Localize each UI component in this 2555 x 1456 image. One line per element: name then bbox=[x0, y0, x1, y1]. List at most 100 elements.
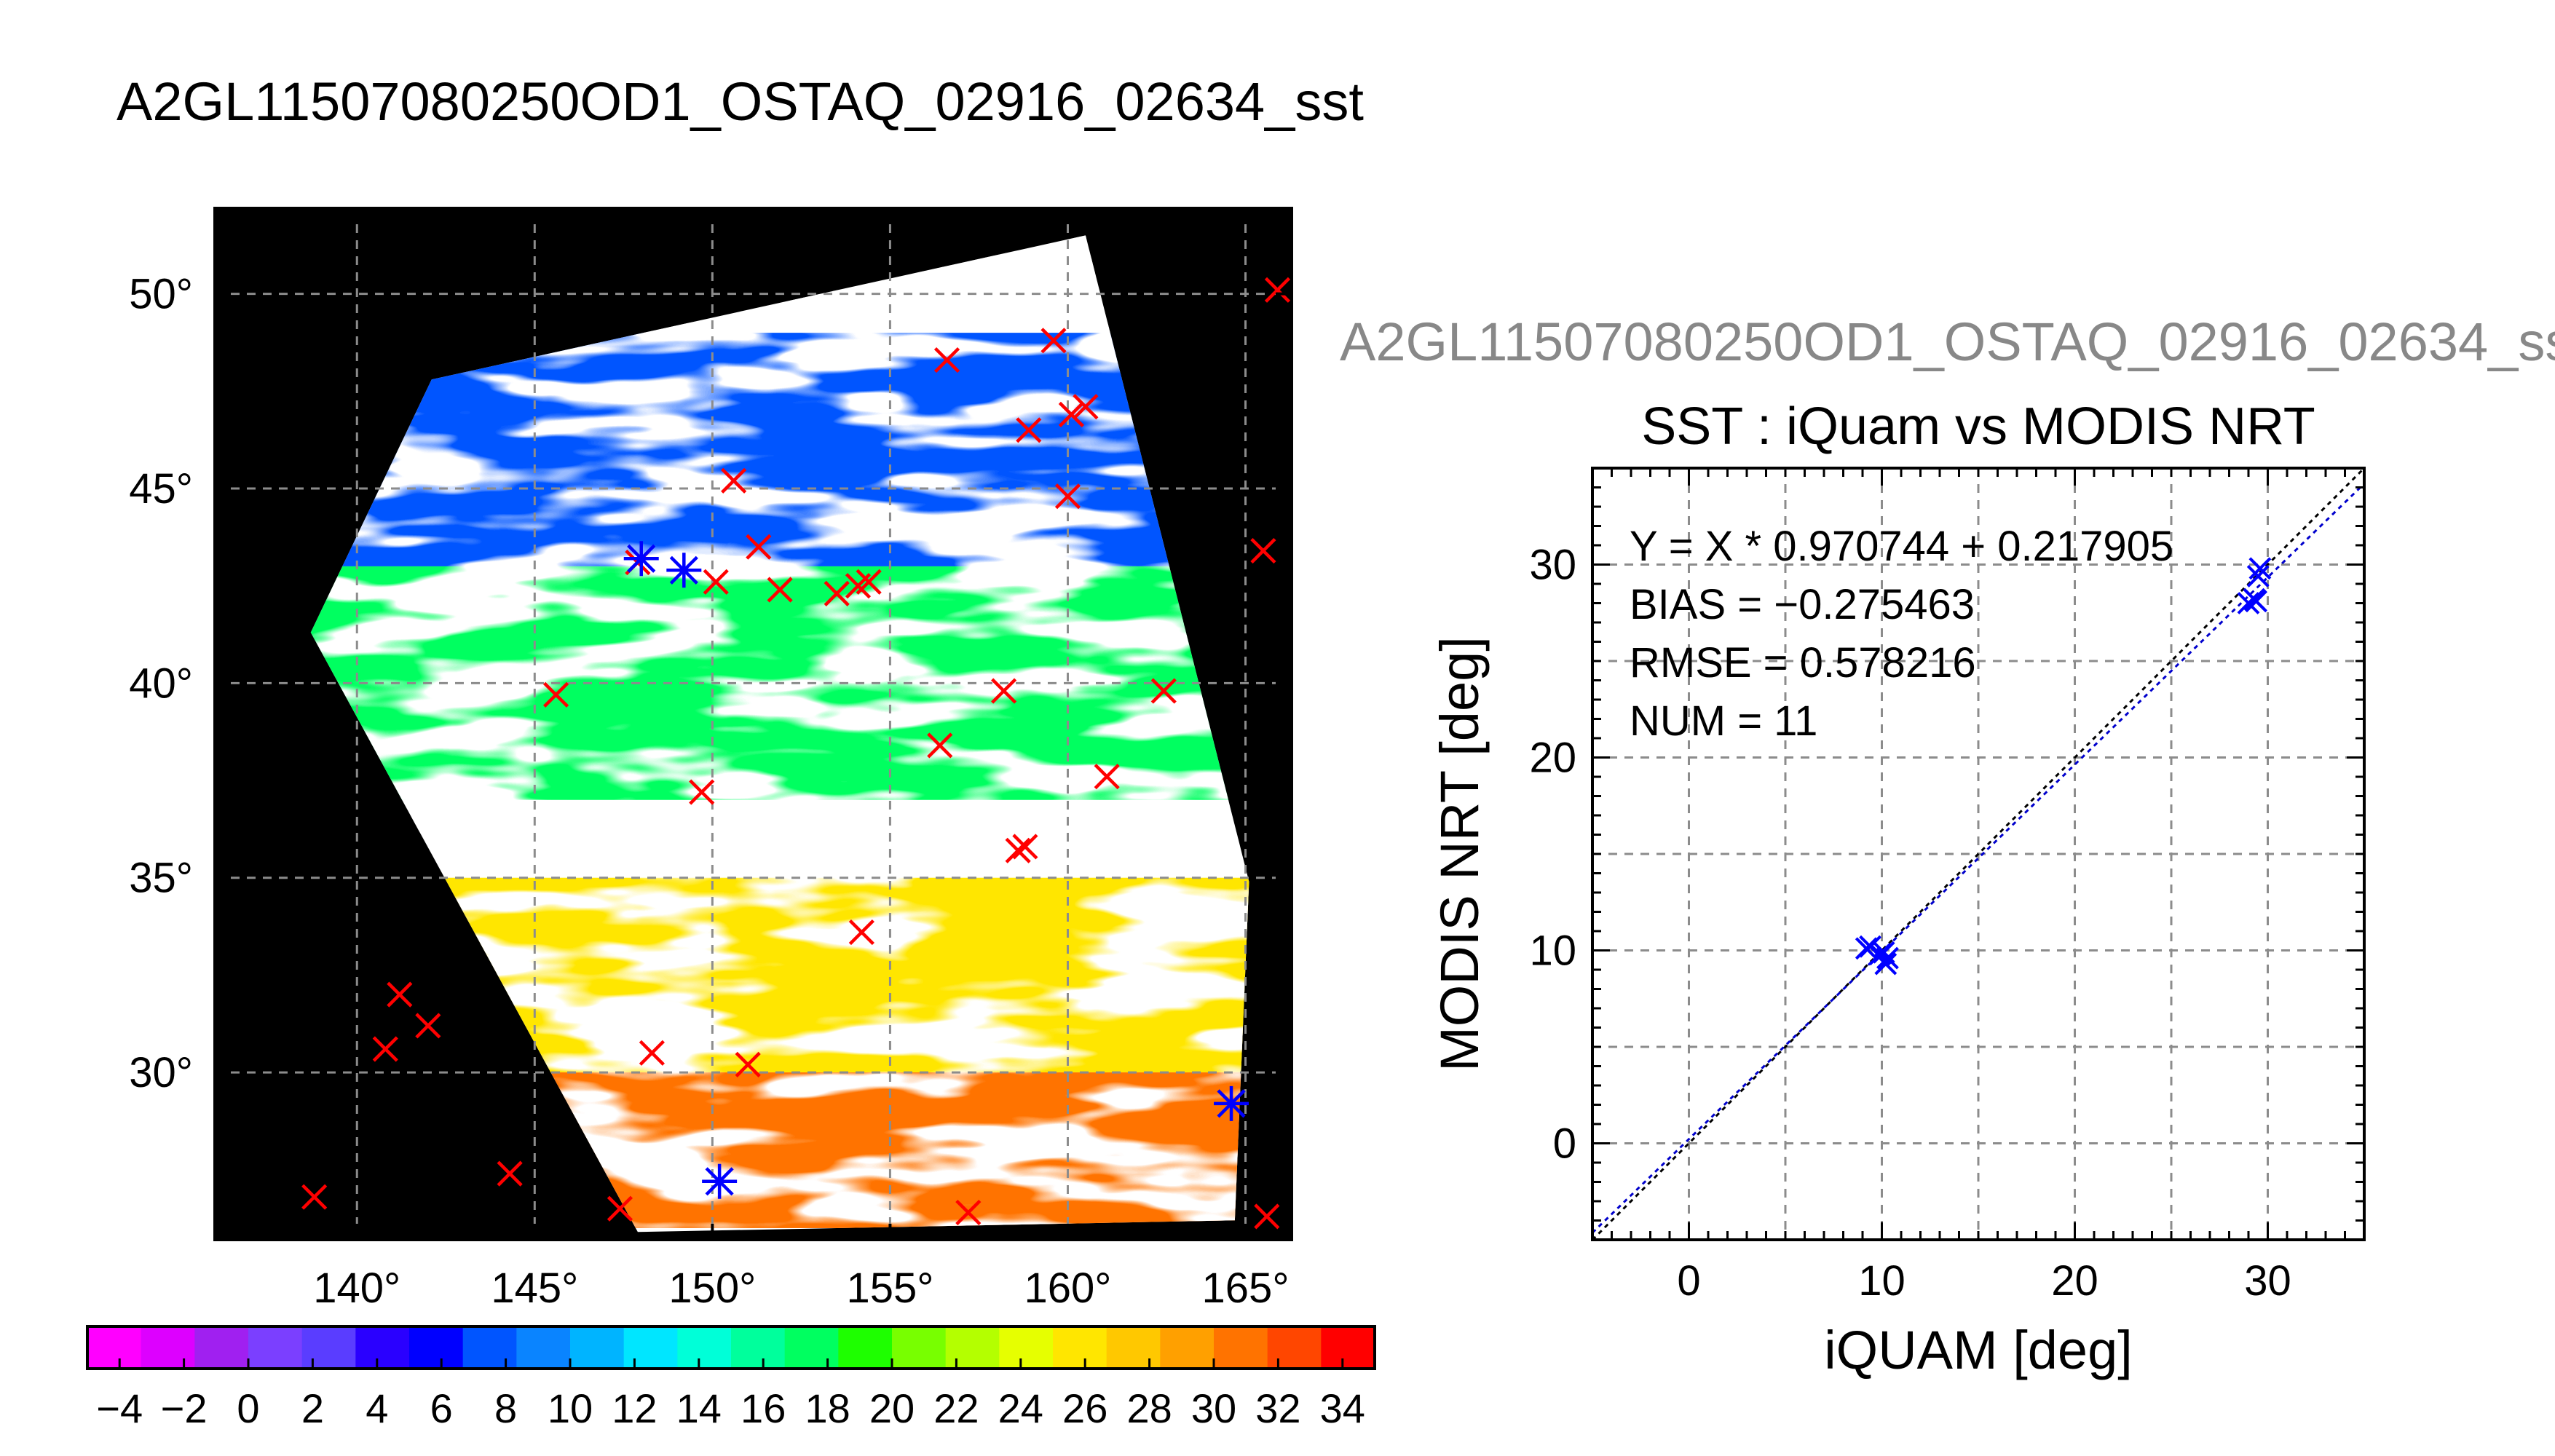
marker-stroke bbox=[2248, 557, 2272, 580]
blue-star-marker bbox=[1214, 1085, 1249, 1121]
red-x-marker bbox=[415, 1013, 441, 1039]
colorbar-tick-label: 32 bbox=[1255, 1385, 1300, 1431]
marker-stroke bbox=[746, 534, 772, 560]
marker-stroke bbox=[991, 678, 1017, 704]
colorbar-cell bbox=[1160, 1326, 1215, 1369]
colorbar: −4 −2 0 2 4 6 8 10 12 14 16 18 20 22 24 26 28 30 32 34 bbox=[86, 1325, 1376, 1431]
red-x-marker bbox=[1073, 394, 1099, 420]
scatter-point bbox=[1872, 941, 1895, 964]
colorbar-tick-label: 6 bbox=[430, 1385, 453, 1431]
red-x-marker bbox=[1054, 483, 1081, 510]
colorbar-cell bbox=[301, 1326, 356, 1369]
marker-stroke bbox=[415, 1013, 441, 1039]
scatter-points bbox=[1855, 557, 2272, 976]
main-title: A2GL11507080250OD1_OSTAQ_02916_02634_sst bbox=[117, 71, 1364, 132]
scatter-point bbox=[2248, 557, 2272, 580]
scatter-point bbox=[2246, 564, 2270, 587]
scatter-annotations: Y = X * 0.970744 + 0.217905 BIAS = −0.27… bbox=[1630, 523, 2173, 745]
annotation-regression: Y = X * 0.970744 + 0.217905 bbox=[1630, 523, 2173, 570]
colorbar-tick-label: 4 bbox=[366, 1385, 388, 1431]
map-x-tick-label: 155° bbox=[846, 1265, 933, 1312]
colorbar-tick-label: 28 bbox=[1126, 1385, 1172, 1431]
marker-stroke bbox=[1150, 678, 1177, 704]
marker-stroke bbox=[497, 1160, 523, 1187]
colorbar-cell bbox=[945, 1326, 1000, 1369]
red-x-marker bbox=[991, 678, 1017, 704]
marker-stroke bbox=[387, 981, 413, 1008]
marker-stroke bbox=[1264, 277, 1291, 303]
scatter-minor-ticks bbox=[1591, 467, 2366, 1241]
colorbar-cell bbox=[784, 1326, 839, 1369]
colorbar-cell bbox=[1267, 1326, 1322, 1369]
scatter-point bbox=[2245, 590, 2268, 613]
annotation-num: NUM = 11 bbox=[1630, 697, 1817, 745]
marker-stroke bbox=[848, 919, 874, 946]
colorbar-cell bbox=[1214, 1326, 1268, 1369]
map-frame bbox=[213, 207, 1293, 1241]
red-x-marker bbox=[767, 577, 793, 603]
marker-stroke bbox=[372, 1036, 398, 1062]
map-y-tick-label: 50° bbox=[129, 271, 193, 318]
colorbar-cell bbox=[838, 1326, 893, 1369]
scatter-plot: SST : iQuam vs MODIS NRT 0 10 20 30 0 10 20 30… bbox=[1429, 397, 2366, 1380]
colorbar-tick-label: 0 bbox=[237, 1385, 259, 1431]
scatter-y-axis-label: MODIS NRT [deg] bbox=[1429, 636, 1490, 1072]
scatter-x-tick-label: 30 bbox=[2244, 1257, 2291, 1305]
annotation-bias: BIAS = −0.275463 bbox=[1630, 581, 1975, 628]
scatter-y-tick-labels: 0 10 20 30 bbox=[1529, 542, 1576, 1168]
red-x-marker bbox=[927, 732, 953, 759]
annotation-rmse: RMSE = 0.578216 bbox=[1630, 639, 1976, 687]
red-x-marker bbox=[1264, 277, 1291, 303]
red-x-marker bbox=[703, 569, 729, 595]
map-y-tick-label: 35° bbox=[129, 855, 193, 902]
scatter-x-tick-label: 10 bbox=[1858, 1257, 1906, 1305]
scatter-title: SST : iQuam vs MODIS NRT bbox=[1641, 397, 2315, 456]
red-x-marker bbox=[497, 1160, 523, 1187]
colorbar-frame bbox=[86, 1325, 1376, 1370]
red-x-marker bbox=[721, 467, 747, 494]
marker-stroke bbox=[1874, 952, 1898, 976]
marker-stroke bbox=[1016, 417, 1042, 443]
marker-stroke bbox=[767, 577, 793, 603]
marker-stroke bbox=[1012, 834, 1038, 860]
marker-stroke bbox=[955, 1199, 982, 1226]
colorbar-cell bbox=[194, 1326, 249, 1369]
blue-star-marker bbox=[702, 1163, 738, 1199]
colorbar-cell bbox=[141, 1326, 195, 1369]
red-x-marker bbox=[1016, 417, 1042, 443]
marker-stroke bbox=[721, 467, 747, 494]
colorbar-tick-label: 12 bbox=[612, 1385, 657, 1431]
scatter-y-tick-label: 30 bbox=[1529, 542, 1576, 589]
marker-stroke bbox=[927, 732, 953, 759]
colorbar-cell bbox=[355, 1326, 410, 1369]
red-x-marker bbox=[1254, 1203, 1280, 1230]
scatter-y-tick-label: 10 bbox=[1529, 927, 1576, 975]
marker-stroke bbox=[1054, 483, 1081, 510]
marker-stroke bbox=[824, 580, 850, 606]
map-x-tick-label: 160° bbox=[1024, 1265, 1112, 1312]
map-y-tick-label: 40° bbox=[129, 660, 193, 707]
marker-stroke bbox=[856, 569, 882, 595]
red-x-marker bbox=[1250, 537, 1276, 564]
colorbar-cell bbox=[87, 1326, 142, 1369]
colorbar-cell bbox=[623, 1326, 678, 1369]
colorbar-tick-label: 14 bbox=[676, 1385, 722, 1431]
colorbar-cell bbox=[409, 1326, 464, 1369]
red-x-marker bbox=[689, 779, 715, 805]
colorbar-tick-label: 20 bbox=[869, 1385, 915, 1431]
colorbar-cell bbox=[677, 1326, 732, 1369]
marker-stroke bbox=[2245, 590, 2268, 613]
red-x-marker bbox=[933, 347, 960, 373]
colorbar-tick-label: 8 bbox=[494, 1385, 517, 1431]
colorbar-cell bbox=[462, 1326, 517, 1369]
colorbar-tick-label: 26 bbox=[1062, 1385, 1107, 1431]
colorbar-cell bbox=[570, 1326, 625, 1369]
red-x-marker bbox=[639, 1040, 665, 1066]
map-y-tick-label: 45° bbox=[129, 465, 193, 513]
red-x-marker bbox=[387, 981, 413, 1008]
marker-stroke bbox=[639, 1040, 665, 1066]
colorbar-tick-label: 10 bbox=[548, 1385, 593, 1431]
marker-stroke bbox=[1872, 941, 1895, 964]
marker-stroke bbox=[735, 1051, 761, 1077]
